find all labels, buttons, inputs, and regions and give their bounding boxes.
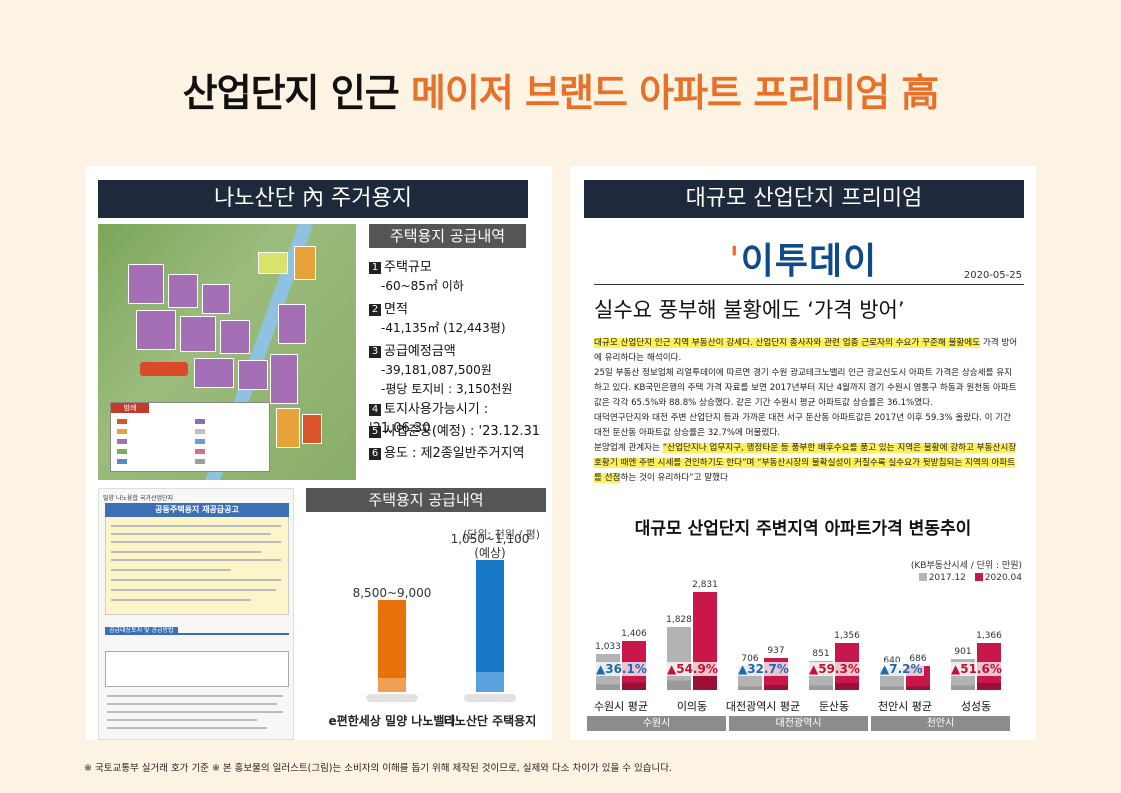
bar-2017-value: 851	[812, 648, 830, 659]
price-bar	[378, 600, 406, 692]
footnote: ※ 국토교통부 실거래 호가 기준 ※ 본 홍보물의 일러스트(그림)는 소비자…	[84, 763, 672, 774]
bar-base	[366, 694, 418, 702]
bar-2020-value: 1,406	[621, 629, 647, 640]
legend-swatch-2017	[918, 573, 927, 581]
bar-2020-value: 937	[767, 645, 785, 656]
bar-base	[464, 694, 516, 702]
article-paragraph: 대규모 산업단지 인근 지역 부동산이 강세다. 산업단지 종사자와 관련 업종…	[594, 338, 1018, 363]
doc-header: 밀양 나노융합 국가산업단지	[103, 495, 174, 502]
bar-2017-value: 901	[954, 646, 972, 657]
left-panel-title: 나노산단 內 주거용지	[98, 180, 528, 218]
supply-tag-chart: 주택용지 공급내역	[306, 488, 546, 512]
bar-value-label: 1,050~1,100 (예상)	[450, 532, 530, 560]
change-percent: ▲54.9%	[666, 662, 719, 676]
land-price-chart: 주택용지 공급내역 (단위: 천원 / 평) 8,500~9,000 e편한세상 …	[300, 488, 552, 740]
category-label: 성성동	[960, 700, 992, 713]
category-label: 대전광역시 평균	[725, 700, 801, 713]
category-label: 천안시 평균	[877, 700, 933, 713]
map-legend: 범례	[110, 402, 270, 472]
doc-section: 공급대상토지 및 공급방법	[105, 625, 289, 635]
bar-category-label: e편한세상 밀양 나노밸리	[328, 714, 456, 728]
price-bar	[476, 560, 504, 692]
bar-2020-value: 2,831	[692, 580, 718, 591]
bar-category-label: 나노산단 주택용지	[443, 714, 537, 728]
main-title-part2: 메이저 브랜드 아파트 프리미엄 高	[410, 71, 939, 115]
category-label: 수원시 평균	[593, 700, 649, 713]
spec-item-5: 5 사업준공(예정) : '23.12.31	[369, 422, 540, 441]
left-panel: 나노산단 內 주거용지 범례 주택용지	[86, 166, 552, 740]
article-paragraph: 분양업계 관계자는 “산업단지나 업무지구, 행정타운 등 풍부한 배후수요를 …	[594, 443, 1017, 483]
spec-item-3: 3 공급예정금액 -39,181,087,500원 -평당 토지비 : 3,150…	[369, 342, 512, 399]
bar-2017-value: 640	[883, 655, 901, 666]
group-label: 수원시	[587, 716, 726, 731]
legend-swatch-2020	[974, 573, 983, 581]
group-label: 천안시	[871, 716, 1010, 731]
change-percent: ▲7.2%	[879, 662, 924, 676]
article-paragraph: 25일 부동산 정보업체 리얼투데이에 따르면 경기 수원 광교테크노밸리 인근…	[594, 368, 1017, 408]
chart-unit: (단위: 천원 / 평)	[462, 528, 540, 541]
spec-item-1: 1 주택규모 -60~85㎡ 이하	[369, 258, 464, 296]
article-date: 2020-05-25	[963, 270, 1022, 281]
article-paragraph: 대덕연구단지와 대전 주변 산업단지 등과 가까운 대전 서구 둔산동 아파트값…	[594, 413, 1012, 438]
newspaper-logo: ˈ이투데이	[728, 241, 878, 282]
spec-item-2: 2 면적 -41,135㎡ (12,443평)	[369, 300, 506, 338]
map-legend-title: 범례	[111, 403, 149, 413]
bar-2017	[667, 626, 691, 690]
article-body: 대규모 산업단지 인근 지역 부동산이 강세다. 산업단지 종사자와 관련 업종…	[594, 336, 1018, 486]
change-percent: ▲32.7%	[737, 662, 790, 676]
supply-tag-top: 주택용지 공급내역	[369, 224, 526, 248]
bar-2020-value: 686	[909, 654, 927, 665]
supply-notice-document: 밀양 나노융합 국가산업단지 공동주택용지 재공급공고 공급대상토지 및 공급방…	[98, 488, 294, 740]
bar-2017-value: 706	[741, 653, 759, 664]
bar-value-label: 8,500~9,000	[352, 586, 432, 600]
legend-2020: 2020.04	[984, 573, 1022, 583]
bar-2017-value: 1,828	[666, 614, 692, 625]
price-change-legend: (KB부동산시세 / 단위 : 만원) 2017.12 2020.04	[910, 561, 1022, 583]
right-panel: 대규모 산업단지 프리미엄 ˈ이투데이 2020-05-25 실수요 풍부해 불…	[570, 166, 1036, 740]
right-panel-title: 대규모 산업단지 프리미엄	[584, 180, 1024, 218]
legend-2017: 2017.12	[928, 573, 966, 583]
bar-2017-value: 1,033	[595, 642, 621, 653]
main-title-part1: 산업단지 인근	[182, 71, 400, 115]
article-headline: 실수요 풍부해 불황에도 ‘가격 방어’	[594, 298, 905, 322]
price-change-chart-title: 대규모 산업단지 주변지역 아파트가격 변동추이	[634, 519, 972, 539]
change-percent: ▲51.6%	[950, 662, 1003, 676]
change-percent: ▲36.1%	[595, 662, 648, 676]
category-label: 이의동	[676, 700, 708, 713]
map-label	[140, 362, 188, 376]
bar-2020-value: 1,356	[834, 631, 860, 642]
spec-item-6: 6 용도 : 제2종일반주거지역	[369, 444, 525, 463]
category-label: 둔산동	[818, 700, 850, 713]
group-label: 대전광역시	[729, 716, 868, 731]
bar-2020-value: 1,366	[976, 630, 1002, 641]
change-percent: ▲59.3%	[808, 662, 861, 676]
doc-title: 공동주택용지 재공급공고	[105, 503, 289, 517]
main-title: 산업단지 인근 메이저 브랜드 아파트 프리미엄 高	[0, 62, 1121, 117]
spec-item-4: 4 토지사용가능시기 : '21.06.30	[369, 402, 489, 436]
site-map: 범례	[98, 224, 356, 480]
